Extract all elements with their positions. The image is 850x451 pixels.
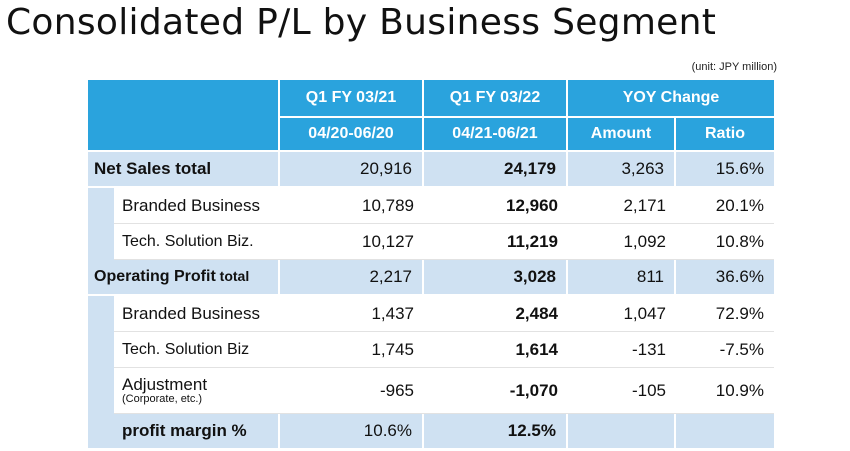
header-col1-period: Q1 FY 03/21 [280,80,424,118]
cell-amount: 811 [568,260,676,296]
page-title: Consolidated P/L by Business Segment [6,2,717,43]
cell-amount: -131 [568,332,676,368]
row-indent [88,188,114,224]
row-label-branded: Branded Business [114,296,280,332]
unit-note: (unit: JPY million) [691,61,777,73]
table-row: profit margin % 10.6% 12.5% [88,414,774,450]
row-indent [88,332,114,368]
cell-fy21: 20,916 [280,152,424,188]
adjustment-sublabel: (Corporate, etc.) [122,393,203,405]
cell-amount: 3,263 [568,152,676,188]
table-row: Branded Business 10,789 12,960 2,171 20.… [88,188,774,224]
cell-fy21: 1,745 [280,332,424,368]
cell-amount: 1,092 [568,224,676,260]
row-label-adjustment: Adjustment (Corporate, etc.) [114,368,280,414]
cell-fy22: 3,028 [424,260,568,296]
cell-ratio: 15.6% [676,152,774,188]
table-row: Tech. Solution Biz. 10,127 11,219 1,092 … [88,224,774,260]
header-col1-dates: 04/20-06/20 [280,118,424,152]
cell-ratio: 10.9% [676,368,774,414]
header-yoy-change: YOY Change [568,80,774,118]
row-label-net-sales: Net Sales total [88,152,280,188]
op-label-suffix: total [215,268,250,284]
header-col2-period: Q1 FY 03/22 [424,80,568,118]
row-indent [88,414,114,450]
row-label-margin: profit margin % [114,414,280,450]
cell-amount: 1,047 [568,296,676,332]
cell-fy22: 12.5% [424,414,568,450]
row-indent [88,368,114,414]
segment-pl-table: Q1 FY 03/21 Q1 FY 03/22 YOY Change 04/20… [88,80,774,450]
cell-ratio: 36.6% [676,260,774,296]
table-row: Operating Profit total 2,217 3,028 811 3… [88,260,774,296]
header-col2-dates: 04/21-06/21 [424,118,568,152]
header-amount: Amount [568,118,676,152]
row-label-branded: Branded Business [114,188,280,224]
header-row-bottom: 04/20-06/20 04/21-06/21 Amount Ratio [88,118,774,152]
cell-amount-empty [568,414,676,450]
table-row: Branded Business 1,437 2,484 1,047 72.9% [88,296,774,332]
cell-fy22: 1,614 [424,332,568,368]
row-indent [88,224,114,260]
cell-fy21: 2,217 [280,260,424,296]
header-row-top: Q1 FY 03/21 Q1 FY 03/22 YOY Change [88,80,774,152]
cell-fy21: 10,789 [280,188,424,224]
row-label-tech: Tech. Solution Biz [114,332,280,368]
cell-fy21: 10.6% [280,414,424,450]
row-label-tech: Tech. Solution Biz. [114,224,280,260]
cell-fy21: 10,127 [280,224,424,260]
cell-fy21: -965 [280,368,424,414]
cell-amount: 2,171 [568,188,676,224]
cell-ratio: -7.5% [676,332,774,368]
header-ratio: Ratio [676,118,774,152]
cell-ratio: 20.1% [676,188,774,224]
cell-fy22: 12,960 [424,188,568,224]
cell-fy21: 1,437 [280,296,424,332]
cell-ratio: 72.9% [676,296,774,332]
table-row: Tech. Solution Biz 1,745 1,614 -131 -7.5… [88,332,774,368]
cell-fy22: 2,484 [424,296,568,332]
cell-fy22: 24,179 [424,152,568,188]
table-row: Net Sales total 20,916 24,179 3,263 15.6… [88,152,774,188]
cell-amount: -105 [568,368,676,414]
header-corner [88,80,280,152]
cell-fy22: 11,219 [424,224,568,260]
table-row: Adjustment (Corporate, etc.) -965 -1,070… [88,368,774,414]
adjustment-label: Adjustment [122,375,208,394]
op-label-main: Operating Profit [94,268,216,285]
row-indent [88,296,114,332]
cell-ratio: 10.8% [676,224,774,260]
row-label-operating-profit: Operating Profit total [88,260,280,296]
cell-ratio-empty [676,414,774,450]
cell-fy22: -1,070 [424,368,568,414]
